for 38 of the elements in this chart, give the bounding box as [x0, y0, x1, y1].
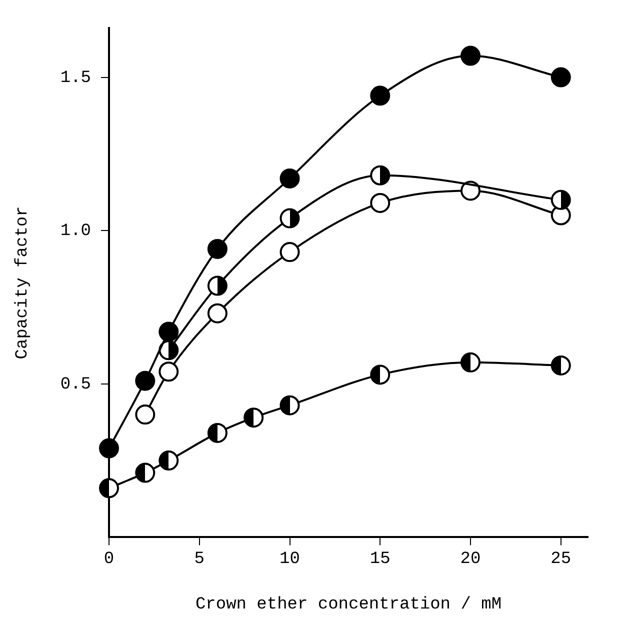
x-tick-label: 15 — [370, 550, 390, 569]
point — [207, 303, 228, 324]
point — [280, 395, 300, 416]
x-tick-label: 25 — [550, 550, 572, 569]
x-tick-label: 10 — [280, 550, 300, 569]
point — [460, 46, 481, 66]
point — [370, 364, 390, 385]
point — [99, 478, 120, 498]
point — [370, 192, 390, 213]
point — [135, 404, 156, 425]
point — [158, 340, 179, 360]
point — [280, 242, 300, 262]
point — [207, 422, 228, 443]
point — [550, 67, 571, 88]
y-tick-label: 1.0 — [60, 222, 92, 242]
point — [158, 362, 179, 382]
x-axis-title: Crown ether concentration / mM — [195, 595, 502, 614]
point — [99, 438, 120, 458]
x-tick-label: 5 — [194, 550, 204, 569]
y-axis-title: Capacity factor — [14, 206, 33, 360]
point — [460, 352, 481, 372]
point — [135, 370, 156, 391]
point — [158, 322, 179, 342]
y-tick-label: 1.5 — [60, 68, 92, 88]
x-tick-label: 20 — [460, 550, 481, 569]
point — [135, 462, 156, 483]
point — [280, 208, 300, 228]
point — [370, 165, 390, 186]
x-tick-label: 0 — [104, 550, 114, 569]
point — [207, 276, 228, 296]
y-tick-label: 0.5 — [60, 375, 92, 394]
point — [550, 355, 571, 376]
point — [280, 168, 300, 188]
point — [207, 238, 228, 259]
point — [244, 408, 264, 428]
point — [550, 190, 571, 210]
point — [370, 86, 390, 106]
point — [158, 450, 179, 471]
